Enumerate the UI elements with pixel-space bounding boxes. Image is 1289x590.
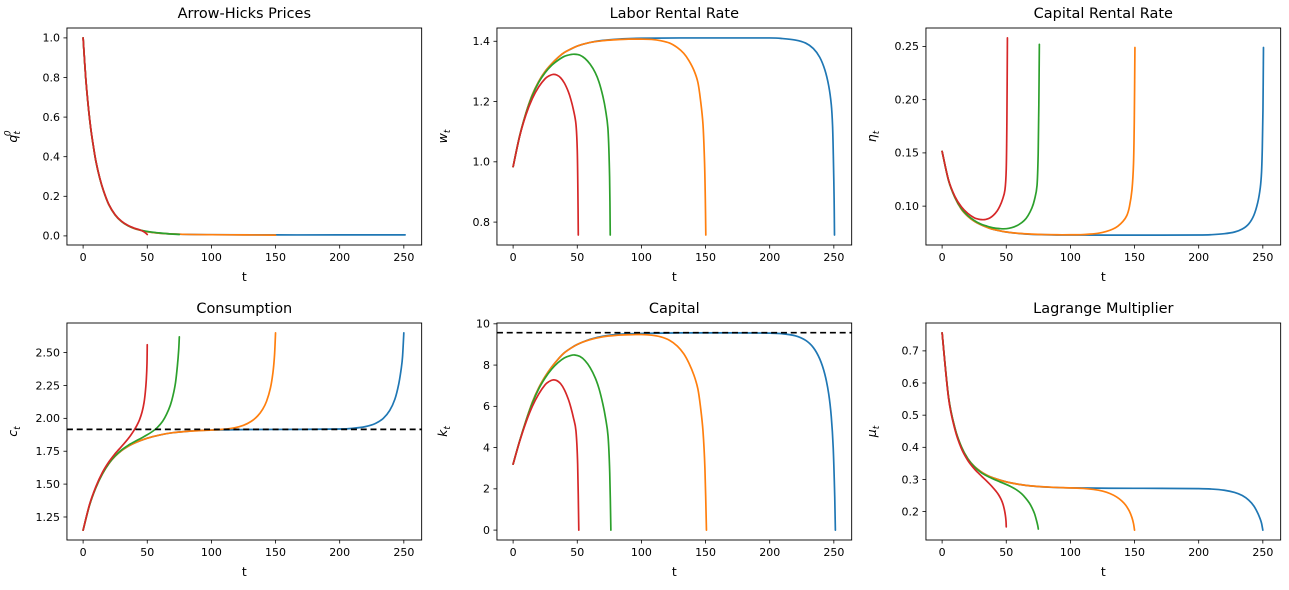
subplot-capital-rental-rate: 0 50 100 150 200 250 0.10 0.15 0.20 0.25 Capital R… <box>864 6 1282 284</box>
svg-text:2.50: 2.50 <box>35 346 59 359</box>
svg-text:50: 50 <box>1000 251 1014 264</box>
svg-text:2: 2 <box>483 483 490 496</box>
svg-text:qt0: qt0 <box>3 130 22 142</box>
svg-text:0.0: 0.0 <box>42 230 59 243</box>
svg-text:50: 50 <box>140 251 154 264</box>
subplot-consumption: 0 50 100 150 200 250 1.25 1.50 1.75 2.00 2.25 2.50 C… <box>5 301 423 579</box>
svg-text:50: 50 <box>1000 546 1014 559</box>
svg-text:1.75: 1.75 <box>35 445 59 458</box>
svg-text:150: 150 <box>695 546 716 559</box>
svg-text:0.8: 0.8 <box>42 71 59 84</box>
svg-text:0.3: 0.3 <box>902 473 919 486</box>
svg-text:100: 100 <box>1060 546 1081 559</box>
svg-text:t: t <box>242 269 247 284</box>
svg-text:Capital: Capital <box>649 301 700 317</box>
svg-text:150: 150 <box>1124 251 1145 264</box>
subplot-labor-rental-rate: 0 50 100 150 200 250 0.8 1.0 1.2 1.4 Labor Rental … <box>435 6 852 284</box>
svg-text:8: 8 <box>483 359 490 372</box>
svg-text:0.7: 0.7 <box>902 345 919 358</box>
svg-text:50: 50 <box>570 251 584 264</box>
svg-text:0: 0 <box>939 546 946 559</box>
svg-text:t: t <box>242 564 247 579</box>
svg-text:150: 150 <box>695 251 716 264</box>
svg-text:250: 250 <box>1253 546 1274 559</box>
svg-text:Capital Rental Rate: Capital Rental Rate <box>1034 6 1173 22</box>
svg-text:Lagrange Multiplier: Lagrange Multiplier <box>1033 301 1173 317</box>
svg-text:2.25: 2.25 <box>35 379 59 392</box>
svg-text:0: 0 <box>483 524 490 537</box>
svg-text:200: 200 <box>759 251 780 264</box>
svg-text:0.2: 0.2 <box>902 505 919 518</box>
svg-text:Labor Rental Rate: Labor Rental Rate <box>609 6 739 22</box>
svg-text:0: 0 <box>80 546 87 559</box>
svg-text:100: 100 <box>631 251 652 264</box>
svg-text:200: 200 <box>329 251 350 264</box>
svg-text:200: 200 <box>1189 546 1210 559</box>
svg-text:0.25: 0.25 <box>895 40 919 53</box>
subplot-arrow-hicks-prices: 0 50 100 150 200 250 0.0 0.2 0.4 0.6 0.8 1.0 Arrow-H… <box>3 6 423 284</box>
svg-text:μt: μt <box>864 425 882 438</box>
svg-text:250: 250 <box>823 251 844 264</box>
svg-text:50: 50 <box>570 546 584 559</box>
svg-text:1.50: 1.50 <box>35 478 59 491</box>
svg-text:0.5: 0.5 <box>902 409 919 422</box>
svg-text:1.4: 1.4 <box>472 35 489 48</box>
svg-text:250: 250 <box>393 251 414 264</box>
svg-text:0.4: 0.4 <box>42 150 59 163</box>
svg-text:0.15: 0.15 <box>895 147 919 160</box>
svg-text:4: 4 <box>483 441 490 454</box>
svg-text:0.10: 0.10 <box>895 200 919 213</box>
svg-text:t: t <box>672 269 677 284</box>
svg-text:2.00: 2.00 <box>35 412 59 425</box>
svg-text:t: t <box>1101 564 1106 579</box>
svg-text:1.0: 1.0 <box>42 32 59 45</box>
svg-text:200: 200 <box>1189 251 1210 264</box>
svg-text:100: 100 <box>201 251 222 264</box>
svg-text:100: 100 <box>201 546 222 559</box>
svg-text:wt: wt <box>435 129 453 143</box>
svg-text:200: 200 <box>329 546 350 559</box>
svg-text:10: 10 <box>476 318 490 331</box>
svg-text:100: 100 <box>1060 251 1081 264</box>
subplot-capital: 0 50 100 150 200 250 0 2 4 6 8 10 Capital t kt <box>435 301 852 579</box>
svg-text:1.25: 1.25 <box>35 511 59 524</box>
svg-text:0.8: 0.8 <box>472 216 489 229</box>
svg-text:Consumption: Consumption <box>196 301 292 317</box>
svg-text:0.6: 0.6 <box>42 111 59 124</box>
svg-text:200: 200 <box>759 546 780 559</box>
svg-text:250: 250 <box>823 546 844 559</box>
svg-text:0.2: 0.2 <box>42 190 59 203</box>
svg-text:150: 150 <box>265 546 286 559</box>
svg-text:0.20: 0.20 <box>895 93 919 106</box>
svg-text:0.6: 0.6 <box>902 377 919 390</box>
svg-text:150: 150 <box>265 251 286 264</box>
svg-text:ηt: ηt <box>864 130 882 142</box>
svg-text:ct: ct <box>5 426 23 437</box>
svg-text:Arrow-Hicks Prices: Arrow-Hicks Prices <box>178 6 311 22</box>
svg-text:0: 0 <box>509 251 516 264</box>
svg-text:0: 0 <box>509 546 516 559</box>
svg-text:6: 6 <box>483 400 490 413</box>
svg-text:100: 100 <box>631 546 652 559</box>
svg-text:kt: kt <box>435 426 453 437</box>
svg-text:t: t <box>672 564 677 579</box>
svg-text:t: t <box>1101 269 1106 284</box>
svg-text:0.4: 0.4 <box>902 441 919 454</box>
subplot-lagrange-multiplier: 0 50 100 150 200 250 0.2 0.3 0.4 0.5 0.6 0.7 Lagrang… <box>864 301 1282 579</box>
svg-text:50: 50 <box>140 546 154 559</box>
svg-text:150: 150 <box>1124 546 1145 559</box>
svg-text:250: 250 <box>393 546 414 559</box>
svg-text:1.0: 1.0 <box>472 156 489 169</box>
svg-text:250: 250 <box>1253 251 1274 264</box>
svg-text:1.2: 1.2 <box>472 95 489 108</box>
svg-text:0: 0 <box>80 251 87 264</box>
svg-text:0: 0 <box>939 251 946 264</box>
